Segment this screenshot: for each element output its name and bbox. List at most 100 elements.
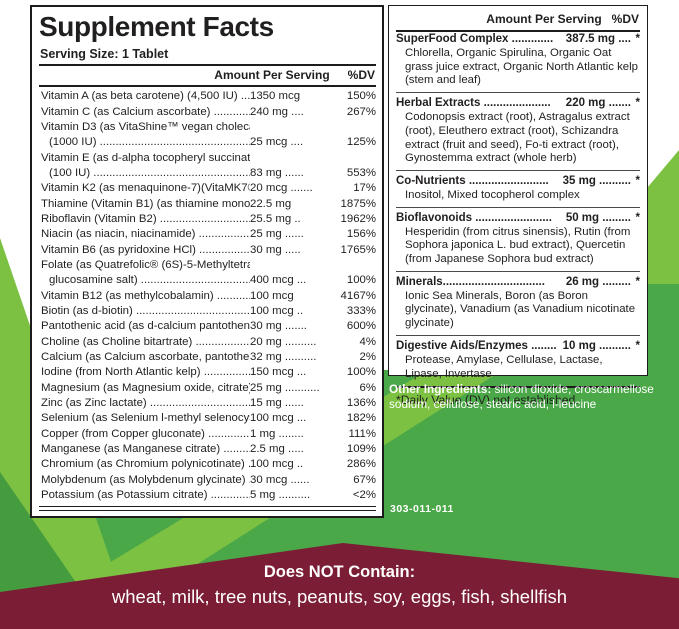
nutrient-amount: 1350 mcg xyxy=(250,90,301,103)
nutrient-dv: 333% xyxy=(346,305,376,317)
complex-dv-star: * xyxy=(635,33,640,45)
nutrient-rows: Vitamin A (as beta carotene) (4,500 IU) … xyxy=(39,89,376,503)
nutrient-row: Vitamin B6 (as pyridoxine HCl) .........… xyxy=(39,243,376,258)
complex-header: Minerals................................… xyxy=(396,275,640,290)
complex-ingredients: Hesperidin (from citrus sinensis), Rutin… xyxy=(405,225,631,266)
nutrient-name: Magnesium (as Magnesium oxide, citrate) … xyxy=(41,381,250,394)
nutrient-row: Zinc (as Zinc lactate) .................… xyxy=(39,396,376,411)
nutrient-amount: 25.5 mg .. xyxy=(250,212,301,225)
column-header-row: Amount Per Serving %DV xyxy=(39,66,376,85)
section-divider xyxy=(396,169,640,171)
column-header-dv: %DV xyxy=(347,68,375,83)
nutrient-name: Chromium (as Chromium polynicotinate) ..… xyxy=(41,458,250,471)
nutrient-amount: 25 mg ...... xyxy=(250,228,304,241)
nutrient-amount: 25 mg ........... xyxy=(250,381,320,394)
column-header-row: Amount Per Serving %DV xyxy=(396,9,640,30)
nutrient-name: Calcium (as Calcium ascorbate, pantothen… xyxy=(41,351,250,364)
nutrient-dv: 100% xyxy=(346,366,376,379)
nutrient-amount xyxy=(250,151,330,166)
daily-value-footnote: *Daily Value (DV) not established. xyxy=(396,386,640,407)
nutrient-row: Folate (as Quatrefolic® (6S)-5-Methyltet… xyxy=(39,258,376,273)
nutrient-row: glucosamine salt) ......................… xyxy=(39,273,376,288)
nutrient-dv: 6% xyxy=(359,381,376,394)
nutrient-row: Copper (from Copper gluconate) .........… xyxy=(39,427,376,442)
nutrient-amount xyxy=(250,120,330,135)
nutrient-row: Vitamin B12 (as methylcobalamin) .......… xyxy=(39,289,376,304)
nutrient-name: Vitamin B6 (as pyridoxine HCl) .........… xyxy=(41,243,250,256)
nutrient-name: Vitamin C (as Calcium ascorbate) .......… xyxy=(41,105,250,118)
complex-name: Co-Nutrients ......................... xyxy=(396,174,549,187)
nutrient-name: Choline (as Choline bitartrate) ........… xyxy=(41,335,250,348)
nutrient-amount: 20 mcg ....... xyxy=(250,182,313,195)
nutrient-name: Vitamin A (as beta carotene) (4,500 IU) … xyxy=(41,90,250,103)
complex-amount: 387.5 mg .... xyxy=(565,33,631,45)
column-header-amount: Amount Per Serving xyxy=(486,12,602,26)
nutrient-amount: 30 mcg ...... xyxy=(250,473,310,486)
complex-name: Bioflavonoids ........................ xyxy=(396,211,552,224)
complex-ingredients: Protease, Amylase, Cellulase, Lactase, L… xyxy=(405,353,603,380)
complex-header: Herbal Extracts ..................... 220… xyxy=(396,96,640,111)
nutrient-row: Biotin (as d-biotin) ...................… xyxy=(39,304,376,319)
nutrient-dv: 1962% xyxy=(340,212,376,225)
nutrient-dv: 267% xyxy=(346,105,376,118)
nutrient-row: Vitamin C (as Calcium ascorbate) .......… xyxy=(39,105,376,120)
banner-allergen-list: wheat, milk, tree nuts, peanuts, soy, eg… xyxy=(111,586,568,607)
complexes-panel: Amount Per Serving %DV SuperFood Complex… xyxy=(388,5,648,407)
nutrient-dv xyxy=(330,258,376,273)
complex-ingredients: Chlorella, Organic Spirulina, Organic Oa… xyxy=(405,47,638,87)
nutrient-name: Potassium (as Potassium citrate) .......… xyxy=(41,489,250,502)
nutrient-row: Pantothenic acid (as d-calcium pantothen… xyxy=(39,319,376,334)
nutrient-name: Copper (from Copper gluconate) .........… xyxy=(41,427,250,440)
product-code: 303-011-011 xyxy=(390,503,454,515)
nutrient-dv: 136% xyxy=(346,397,376,410)
nutrient-dv: <2% xyxy=(352,489,376,502)
complex-amount: 35 mg .......... xyxy=(562,174,631,187)
nutrient-name: Zinc (as Zinc lactate) .................… xyxy=(41,397,250,410)
nutrient-row: Vitamin D3 (as VitaShine™ vegan cholecal… xyxy=(39,120,376,135)
complex-name: SuperFood Complex ............. xyxy=(396,33,554,45)
nutrient-name: Biotin (as d-biotin) ...................… xyxy=(41,305,250,317)
nutrient-name: Vitamin K2 (as menaquinone-7)(VitaMK7®) … xyxy=(41,182,250,195)
nutrient-amount: 100 mcg .. xyxy=(250,305,304,317)
nutrient-amount: 100 mcg xyxy=(250,289,294,302)
nutrient-amount: 25 mcg .... xyxy=(250,136,304,149)
complex-amount: 220 mg ....... xyxy=(565,97,631,110)
complex-header: Digestive Aids/Enzymes ........ 10 mg ...… xyxy=(396,339,640,354)
nutrient-amount: 240 mg .... xyxy=(250,105,304,118)
nutrient-name: Vitamin B12 (as methylcobalamin) .......… xyxy=(41,289,250,302)
complex-dv-star: * xyxy=(635,339,640,352)
bottom-double-rule xyxy=(39,506,376,512)
nutrient-dv: 1875% xyxy=(340,197,376,210)
nutrient-amount: 100 mcg .. xyxy=(250,458,304,471)
nutrient-dv: 182% xyxy=(346,412,376,425)
supplement-facts-panel: Supplement Facts Serving Size: 1 Tablet … xyxy=(30,5,384,518)
nutrient-amount: 30 mg ..... xyxy=(250,243,301,256)
nutrient-dv xyxy=(330,151,376,166)
nutrient-name: Vitamin D3 (as VitaShine™ vegan cholecal… xyxy=(41,120,250,133)
nutrient-dv: 111% xyxy=(348,427,376,440)
nutrient-name: Selenium (as Selenium l-methyl selenocys… xyxy=(41,412,250,425)
nutrient-dv: 600% xyxy=(346,320,376,333)
complex-amount: 50 mg ......... xyxy=(565,211,631,224)
complex-ingredients: Codonopsis extract (root), Astragalus ex… xyxy=(405,111,630,165)
nutrient-row: Iodine (from North Atlantic kelp) ......… xyxy=(39,365,376,380)
nutrient-amount: 83 mg ...... xyxy=(250,166,304,179)
nutrient-amount: 20 mg .......... xyxy=(250,335,317,348)
nutrient-dv: 4167% xyxy=(340,289,376,302)
nutrient-name: Vitamin E (as d-alpha tocopheryl succina… xyxy=(41,151,250,164)
nutrient-amount: 1 mg ........ xyxy=(250,427,304,440)
complex-header: Co-Nutrients ......................... 35… xyxy=(396,174,640,189)
nutrient-row: Vitamin K2 (as menaquinone-7)(VitaMK7®) … xyxy=(39,181,376,196)
nutrient-amount: 30 mg ....... xyxy=(250,320,307,333)
nutrient-row: Molybdenum (as Molybdenum glycinate) ...… xyxy=(39,473,376,488)
nutrient-dv: 150% xyxy=(346,90,376,103)
nutrient-amount: 22.5 mg xyxy=(250,197,292,210)
nutrient-row: Niacin (as niacin, niacinamide) ........… xyxy=(39,227,376,242)
nutrient-row: Selenium (as Selenium l-methyl selenocys… xyxy=(39,411,376,426)
nutrient-name: Thiamine (Vitamin B1) (as thiamine monon… xyxy=(41,197,250,210)
nutrient-amount: 150 mcg ... xyxy=(250,366,307,379)
nutrient-row: Riboflavin (Vitamin B2) ................… xyxy=(39,212,376,227)
nutrient-row: Potassium (as Potassium citrate) .......… xyxy=(39,488,376,503)
nutrient-name: Riboflavin (Vitamin B2) ................… xyxy=(41,212,250,225)
nutrient-dv: 1765% xyxy=(340,243,376,256)
